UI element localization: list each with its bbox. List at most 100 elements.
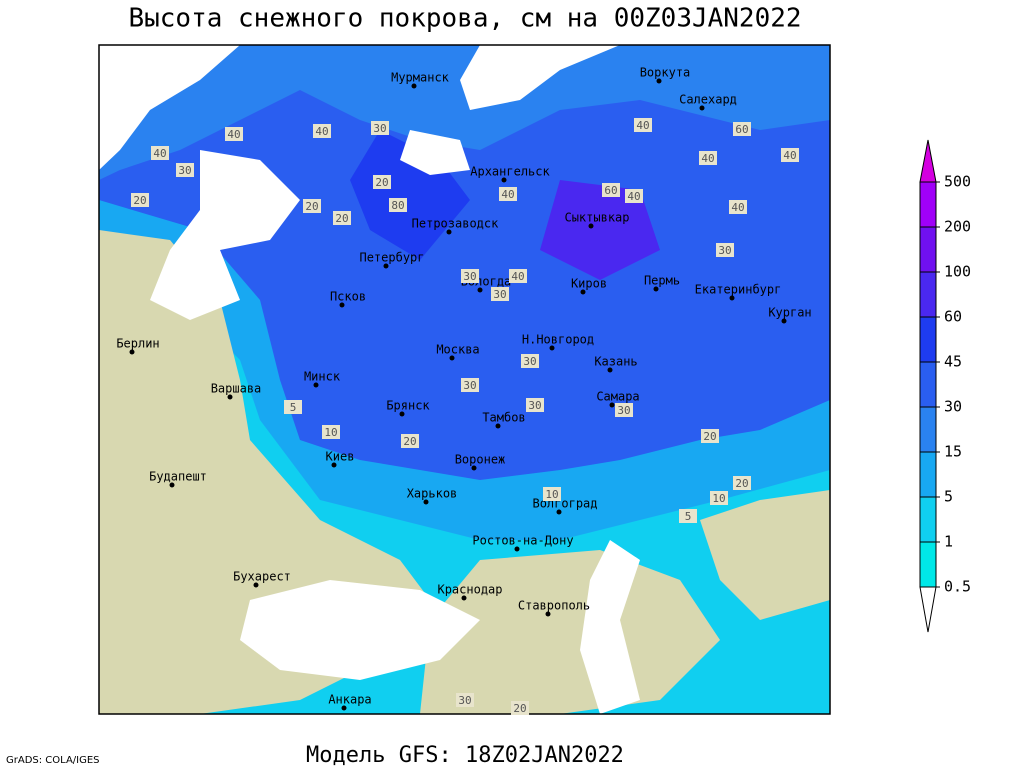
- contour-label-box: [373, 175, 391, 189]
- contour-label: 10: [324, 426, 337, 439]
- contour-label-box: [322, 425, 340, 439]
- city-dot: [339, 302, 345, 308]
- colorbar-band: [919, 316, 937, 363]
- colorbar-label: 1: [944, 533, 953, 551]
- city-label: Самара: [596, 390, 639, 404]
- contour-label: 40: [315, 125, 328, 138]
- city-dot: [313, 382, 319, 388]
- contour-label-box: [303, 199, 321, 213]
- contour-label: 20: [703, 430, 716, 443]
- contour-label: 30: [528, 399, 541, 412]
- city-dot: [545, 611, 551, 617]
- colorbar-label: 200: [944, 218, 971, 236]
- contour-label-box: [313, 124, 331, 138]
- colorbar-band: [919, 406, 937, 453]
- city-dot: [449, 355, 455, 361]
- contour-label: 40: [783, 149, 796, 162]
- colorbar-label: 5: [944, 488, 953, 506]
- contour-label-box: [679, 509, 697, 523]
- city-label: Ростов-на-Дону: [472, 534, 573, 548]
- city-label: Екатеринбург: [695, 283, 782, 297]
- city-label: Мурманск: [391, 71, 450, 85]
- colorbar: 500 200 100 60 45 30 15 5 1 0.5: [919, 139, 971, 633]
- city-dot: [501, 177, 507, 183]
- contour-label-box: [521, 354, 539, 368]
- sea: [240, 580, 480, 680]
- contour-label: 40: [627, 190, 640, 203]
- city-dot: [607, 367, 613, 373]
- city-label: Минск: [304, 370, 341, 384]
- colorbar-label: 100: [944, 263, 971, 281]
- contour-label-box: [225, 127, 243, 141]
- city-dot: [341, 705, 347, 711]
- sea: [99, 45, 240, 170]
- sea: [460, 45, 620, 110]
- contour-label-box: [699, 151, 717, 165]
- city-label: Архангельск: [470, 165, 550, 179]
- city-layer: Мурманск Воркута Салехард Архангельск Сыктыв…: [116, 66, 812, 711]
- contour-label: 30: [523, 355, 536, 368]
- city-dot: [656, 78, 662, 84]
- contour-label-box: [371, 121, 389, 135]
- contour-label-box: [401, 434, 419, 448]
- city-label: Анкара: [328, 693, 371, 707]
- city-dot: [556, 509, 562, 515]
- contour-label-box: [284, 400, 302, 414]
- contour-label-box: [333, 211, 351, 225]
- contour-label-box: [151, 146, 169, 160]
- contour-label: 40: [636, 119, 649, 132]
- contour-label-box: [729, 200, 747, 214]
- city-dot: [399, 411, 405, 417]
- city-label: Курган: [768, 306, 811, 320]
- city-label: Пермь: [644, 274, 680, 288]
- contour-label-box: [176, 163, 194, 177]
- snow-zone: [99, 45, 830, 180]
- city-label: Казань: [594, 355, 637, 369]
- sea: [400, 130, 470, 175]
- city-dot: [253, 582, 259, 588]
- sea: [150, 150, 300, 320]
- city-dot: [477, 287, 483, 293]
- city-dot: [169, 482, 175, 488]
- contour-label: 60: [604, 184, 617, 197]
- credit: GrADS: COLA/IGES: [6, 755, 100, 766]
- contour-label: 5: [290, 401, 297, 414]
- contour-label: 60: [735, 123, 748, 136]
- snow-zone: [540, 180, 660, 280]
- city-label: Воронеж: [455, 453, 506, 467]
- city-label: Берлин: [116, 337, 159, 351]
- colorbar-band: [919, 361, 937, 408]
- contour-label: 20: [335, 212, 348, 225]
- contour-label-box: [456, 693, 474, 707]
- contour-label: 40: [701, 152, 714, 165]
- contour-label: 80: [391, 199, 404, 212]
- contour-label: 40: [731, 201, 744, 214]
- contour-label-layer: 20 40 40 30 20 40 20 30 20 40 40 60 80 40 30 40 40 60 40 30…: [131, 118, 799, 715]
- city-label: Н.Новгород: [522, 333, 594, 347]
- city-dot: [446, 229, 452, 235]
- city-label: Харьков: [407, 487, 458, 501]
- contour-label: 30: [373, 122, 386, 135]
- city-label: Воркута: [640, 66, 691, 80]
- contour-label-box: [461, 269, 479, 283]
- city-dot: [653, 286, 659, 292]
- city-dot: [331, 462, 337, 468]
- map: Мурманск Воркута Салехард Архангельск Сыктыв…: [98, 44, 831, 715]
- contour-label: 10: [545, 488, 558, 501]
- contour-label-box: [733, 122, 751, 136]
- city-dot: [495, 423, 501, 429]
- city-dot: [609, 402, 615, 408]
- contour-label-box: [781, 148, 799, 162]
- city-dot: [588, 223, 594, 229]
- colorbar-label: 500: [944, 173, 971, 191]
- city-label: Киев: [326, 450, 355, 464]
- contour-label: 30: [463, 379, 476, 392]
- contour-label-box: [499, 187, 517, 201]
- title: Высота снежного покрова, см на 00Z03JAN2…: [128, 4, 801, 34]
- contour-label: 10: [712, 492, 725, 505]
- colorbar-label: 0.5: [944, 578, 971, 596]
- contour-label-box: [634, 118, 652, 132]
- contour-label-box: [543, 487, 561, 501]
- contour-label: 40: [501, 188, 514, 201]
